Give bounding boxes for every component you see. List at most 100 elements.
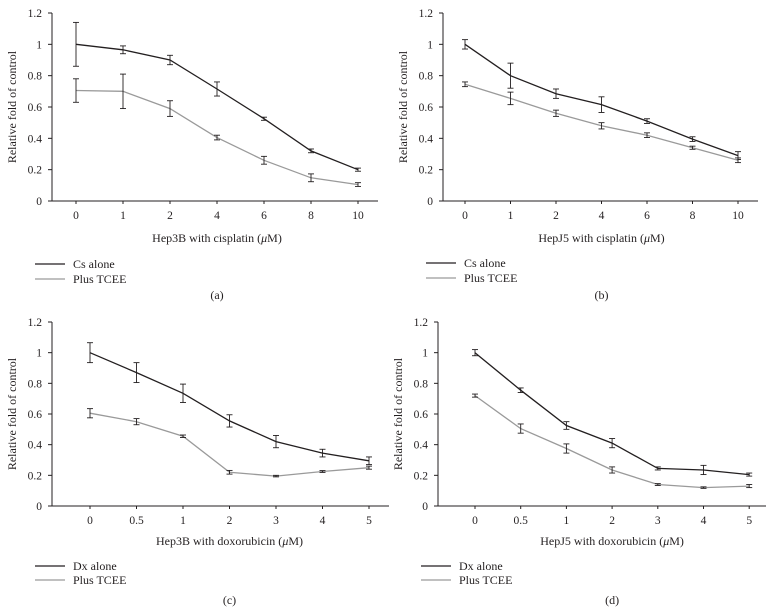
panel-label: (a) (210, 288, 223, 302)
error-bar (273, 474, 279, 478)
error-bar (73, 21, 79, 67)
x-tick-label: 4 (701, 515, 707, 527)
error-bar (355, 182, 361, 187)
y-axis-title: Relative fold of control (5, 50, 19, 163)
error-bar (167, 54, 173, 66)
y-tick-label: 0 (422, 501, 428, 513)
x-axis-title: Hep3B with doxorubicin (μM) (156, 534, 303, 548)
error-bar (73, 78, 79, 103)
y-axis-title: Relative fold of control (5, 357, 19, 470)
error-bar (563, 443, 570, 454)
series-line-alone (75, 43, 359, 171)
x-tick-label: 0.5 (129, 515, 144, 527)
error-bar (700, 486, 707, 489)
y-tick-label: 0 (36, 196, 42, 208)
x-axis-title-end: M) (669, 534, 684, 548)
x-axis-title-unit: μ (662, 534, 669, 548)
legend-label: Plus TCEE (73, 272, 126, 286)
y-tick-label: 1.2 (419, 8, 434, 20)
x-tick-label: 5 (746, 515, 752, 527)
x-axis-title-text: HepJ5 with cisplatin ( (538, 231, 644, 245)
x-axis-title-unit: μ (643, 231, 650, 245)
error-bar (87, 408, 93, 419)
x-axis-title-unit: μ (260, 231, 267, 245)
y-tick-label: 1 (427, 39, 433, 51)
y-tick-label: 0.6 (414, 409, 429, 421)
x-tick-label: 2 (609, 515, 615, 527)
y-tick-label: 1 (36, 39, 42, 51)
error-bar (120, 73, 126, 110)
y-tick-label: 0.8 (28, 378, 43, 390)
x-tick-label: 4 (320, 515, 326, 527)
x-tick-label: 0 (472, 515, 478, 527)
error-bar (167, 100, 173, 117)
error-bar (273, 435, 279, 449)
y-tick-label: 0.4 (28, 133, 43, 145)
error-bar (609, 438, 616, 449)
y-tick-label: 0.8 (414, 378, 429, 390)
error-bar (507, 62, 514, 89)
error-bar (214, 134, 220, 141)
x-tick-label: 3 (655, 515, 661, 527)
x-tick-label: 4 (214, 210, 220, 222)
y-tick-label: 0.8 (419, 71, 434, 83)
y-tick-label: 0.4 (419, 133, 434, 145)
x-axis-title-end: M) (267, 231, 282, 245)
x-tick-label: 10 (732, 210, 744, 222)
error-bar (553, 109, 559, 117)
x-tick-label: 0.5 (514, 515, 529, 527)
x-tick-label: 1 (564, 515, 570, 527)
x-tick-label: 8 (690, 210, 696, 222)
x-tick-label: 2 (553, 210, 559, 222)
chart-panel-4: 0 0.2 0.4 0.6 0.8 1 1.2 0 0.5 1 2 3 4 5 Relative fold … (391, 317, 766, 607)
error-bar (319, 448, 326, 458)
x-axis-title: HepJ5 with doxorubicin (μM) (540, 534, 684, 548)
error-bar (133, 418, 140, 426)
x-axis-title: HepJ5 with cisplatin (μM) (538, 231, 664, 245)
error-bar (735, 157, 741, 164)
y-tick-label: 1.2 (414, 317, 429, 329)
y-tick-label: 0.2 (28, 470, 43, 482)
y-tick-label: 0 (36, 501, 42, 513)
y-tick-label: 0.6 (28, 102, 43, 114)
chart-panel-1: 0 0.2 0.4 0.6 0.8 1 1.2 0 1 2 4 6 8 10 Relative fold o… (5, 8, 378, 302)
panel-label: (d) (605, 593, 619, 607)
error-bar (689, 145, 696, 150)
y-tick-label: 0.4 (28, 440, 43, 452)
error-bar (553, 88, 559, 99)
error-bar (746, 472, 753, 477)
y-tick-label: 0 (427, 196, 433, 208)
error-bar (226, 414, 233, 428)
error-bar (214, 81, 220, 97)
legend-label: Cs alone (464, 256, 506, 270)
error-bar (308, 148, 314, 154)
error-bar (700, 464, 707, 476)
error-bar (462, 39, 468, 50)
x-tick-label: 10 (352, 210, 364, 222)
x-tick-label: 3 (273, 515, 279, 527)
y-axis-title: Relative fold of control (396, 50, 410, 163)
x-tick-label: 1 (180, 515, 186, 527)
x-axis-title-text: Hep3B with cisplatin ( (152, 231, 261, 245)
series-line-alone (89, 352, 370, 462)
error-bar (563, 421, 570, 430)
error-bar (120, 45, 126, 55)
y-tick-label: 0.2 (28, 165, 43, 177)
y-tick-label: 0.8 (28, 71, 43, 83)
error-bar (654, 466, 661, 471)
y-tick-label: 0.2 (419, 165, 434, 177)
error-bar (180, 434, 186, 438)
error-bar (472, 393, 478, 398)
error-bar (654, 483, 661, 486)
x-axis-title-unit: μ (281, 534, 288, 548)
y-tick-label: 0.6 (419, 102, 434, 114)
error-bar (366, 465, 372, 470)
error-bar (746, 484, 753, 489)
y-tick-label: 1 (36, 348, 42, 360)
error-bar (598, 96, 605, 113)
error-bar (87, 342, 93, 364)
chart-panel-2: 0 0.2 0.4 0.6 0.8 1 1.2 0 1 2 4 6 8 10 Relative fold o… (396, 8, 758, 302)
legend-label: Plus TCEE (73, 573, 126, 587)
x-tick-label: 5 (366, 515, 372, 527)
error-bar (462, 81, 468, 88)
